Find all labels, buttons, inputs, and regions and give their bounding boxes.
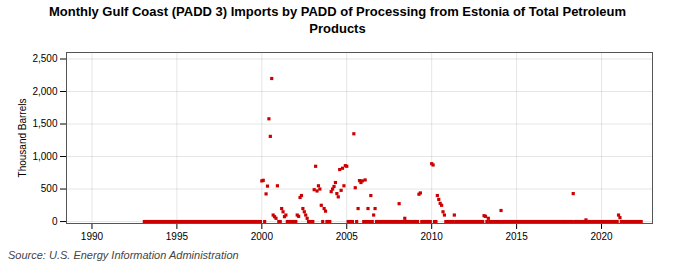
svg-text:1990: 1990 bbox=[81, 230, 104, 241]
svg-text:2020: 2020 bbox=[590, 230, 613, 241]
svg-text:1,500: 1,500 bbox=[32, 118, 57, 129]
svg-text:2,000: 2,000 bbox=[32, 85, 57, 96]
html-text:Source: U.S. Energy Informatio: Source: U.S. Energy Information Administ… bbox=[8, 248, 239, 261]
svg-text:2010: 2010 bbox=[421, 230, 444, 241]
svg-text:Thousand Barrels: Thousand Barrels bbox=[17, 98, 28, 177]
svg-text:1995: 1995 bbox=[166, 230, 189, 241]
html-text:Monthly Gulf Coast (PADD 3) Im: Monthly Gulf Coast (PADD 3) Imports by P… bbox=[48, 4, 626, 36]
svg-text:0: 0 bbox=[52, 216, 58, 227]
svg-text:500: 500 bbox=[41, 183, 58, 194]
svg-text:1,000: 1,000 bbox=[32, 151, 57, 162]
svg-text:2000: 2000 bbox=[251, 230, 274, 241]
svg-text:2015: 2015 bbox=[505, 230, 528, 241]
svg-text:2005: 2005 bbox=[336, 230, 359, 241]
svg-text:2,500: 2,500 bbox=[32, 53, 57, 64]
